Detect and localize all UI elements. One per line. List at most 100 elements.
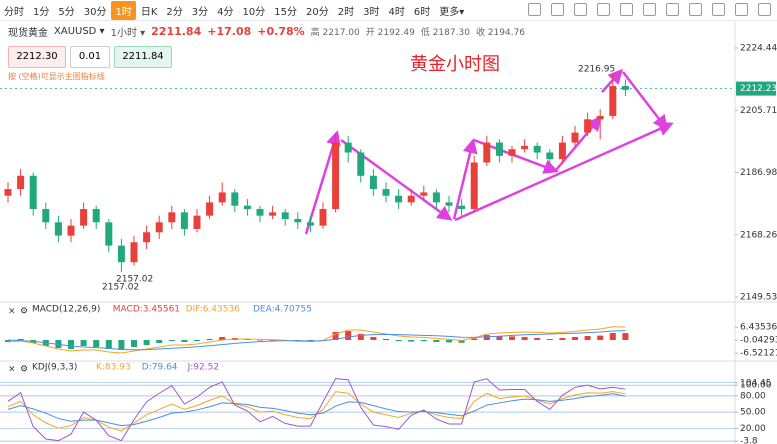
candle-body	[180, 212, 188, 229]
period-toolbar: 分时 1分 5分 30分 1时 日K 2分 3分 4分 10分 15分 20分 2时 3时 4时 6时 更多▾	[0, 0, 777, 21]
y-tick-label: 50.00	[740, 408, 766, 418]
period-tab[interactable]: 6时	[413, 6, 431, 18]
candle-body	[17, 175, 25, 190]
macd-bar	[105, 340, 112, 349]
candle-body	[584, 119, 592, 133]
candle-body	[193, 215, 201, 229]
candle-body	[218, 192, 226, 203]
y-tick-label: -0.04293	[740, 336, 777, 346]
close-icon[interactable]: ×	[8, 307, 16, 317]
last-price-box	[736, 81, 776, 96]
annotation: 2157.02	[116, 275, 153, 285]
candle-body	[495, 142, 503, 156]
candle-body	[508, 149, 516, 156]
legend-entry: D:79.64	[142, 363, 178, 373]
chart-title: 黄金小时图	[410, 54, 500, 75]
tool-icons	[528, 3, 771, 16]
candle-body	[609, 86, 617, 116]
period-tab[interactable]: 20分	[306, 6, 329, 18]
y-tick-label: 2224.44	[740, 44, 777, 54]
macd-bar	[584, 336, 591, 340]
legend-entry: J:92.52	[187, 363, 219, 373]
macd-bar	[609, 333, 616, 340]
macd-bar	[622, 333, 629, 340]
macd-bar	[68, 340, 74, 349]
candle-body	[306, 222, 314, 226]
candle-body	[256, 209, 264, 216]
candle-body	[80, 209, 88, 226]
macd-bar	[383, 339, 389, 340]
legend-entry: MACD:3.45561	[113, 305, 180, 315]
macd-bar	[357, 334, 364, 340]
candle-body	[571, 132, 579, 143]
interval[interactable]: 1小时 ▾	[110, 28, 146, 39]
macd-bar	[509, 336, 515, 340]
period-tab[interactable]: 4分	[217, 6, 234, 18]
macd-bar	[559, 338, 566, 340]
period-tab[interactable]: 15分	[274, 6, 298, 18]
close-icon[interactable]: ×	[8, 365, 16, 375]
period-tab[interactable]: 3分	[191, 6, 209, 18]
y-tick-label: 20.00	[740, 424, 766, 434]
macd-bar	[168, 340, 175, 341]
period-tab[interactable]: 5分	[58, 6, 75, 18]
annotation: 2216.95	[578, 65, 615, 75]
candle-body	[294, 218, 302, 223]
macd-bar	[118, 340, 125, 350]
candle-body	[42, 209, 50, 223]
period-tab[interactable]: 3时	[363, 6, 380, 18]
candle-body	[281, 212, 289, 219]
y-tick-label: 6.43536	[740, 323, 777, 333]
macd-bar	[194, 340, 200, 341]
period-tab[interactable]: 2分	[166, 6, 183, 18]
y-tick-label: 100.00	[740, 381, 772, 391]
macd-bar	[269, 340, 276, 341]
macd-bar	[483, 335, 490, 340]
candle-body	[231, 192, 239, 206]
macd-bar	[181, 340, 188, 342]
period-tab[interactable]: 2时	[337, 6, 355, 18]
macd-bar	[219, 337, 226, 340]
macd-bar	[345, 331, 352, 340]
macd-bar	[17, 339, 24, 340]
indicator-line	[7, 326, 626, 354]
period-tab[interactable]: 分时	[4, 6, 24, 18]
macd-bar	[206, 339, 213, 340]
candle-body	[243, 205, 251, 210]
settings-icon[interactable]: ⚙	[20, 365, 28, 375]
period-tab[interactable]: 4时	[388, 6, 405, 18]
sell-button[interactable]: 2212.30	[8, 46, 66, 68]
candle-body	[407, 195, 415, 203]
y-tick-label: -3.8	[740, 437, 758, 444]
price: 2211.84	[151, 25, 202, 38]
macd-bar	[420, 340, 427, 342]
indicator-line	[7, 330, 626, 351]
symbol-name[interactable]: 现货黄金	[8, 28, 48, 39]
y-tick-label: 2186.98	[740, 168, 777, 178]
period-tab[interactable]: 1分	[33, 6, 50, 18]
quote-stat: 高 2217.00	[310, 28, 360, 38]
candle-body	[344, 142, 352, 153]
candle-body	[621, 86, 629, 90]
lot-input[interactable]: 0.01	[70, 46, 110, 68]
macd-bar	[521, 337, 528, 340]
symbol-code[interactable]: XAUUSD ▾	[54, 26, 105, 37]
settings-icon[interactable]: ⚙	[20, 307, 28, 317]
period-tab[interactable]: 10分	[242, 6, 266, 18]
period-tab[interactable]: 1时	[111, 0, 136, 20]
quote-stat: 收 2194.76	[475, 28, 526, 38]
last-price-label: 2212.23	[740, 84, 777, 94]
y-tick-label: 80.00	[740, 391, 766, 401]
candle-body	[558, 142, 566, 160]
buy-button[interactable]: 2211.84	[114, 46, 172, 68]
period-tab[interactable]: 30分	[83, 6, 107, 18]
period-tab[interactable]: 日K	[140, 6, 158, 18]
indicator-line	[7, 378, 626, 442]
period-tab[interactable]: 更多▾	[439, 6, 465, 18]
candle-body	[319, 209, 327, 226]
candle-body	[432, 192, 440, 203]
legend-entry: DEA:4.70755	[253, 305, 312, 315]
candle-body	[4, 189, 12, 196]
candle-body	[357, 152, 365, 176]
